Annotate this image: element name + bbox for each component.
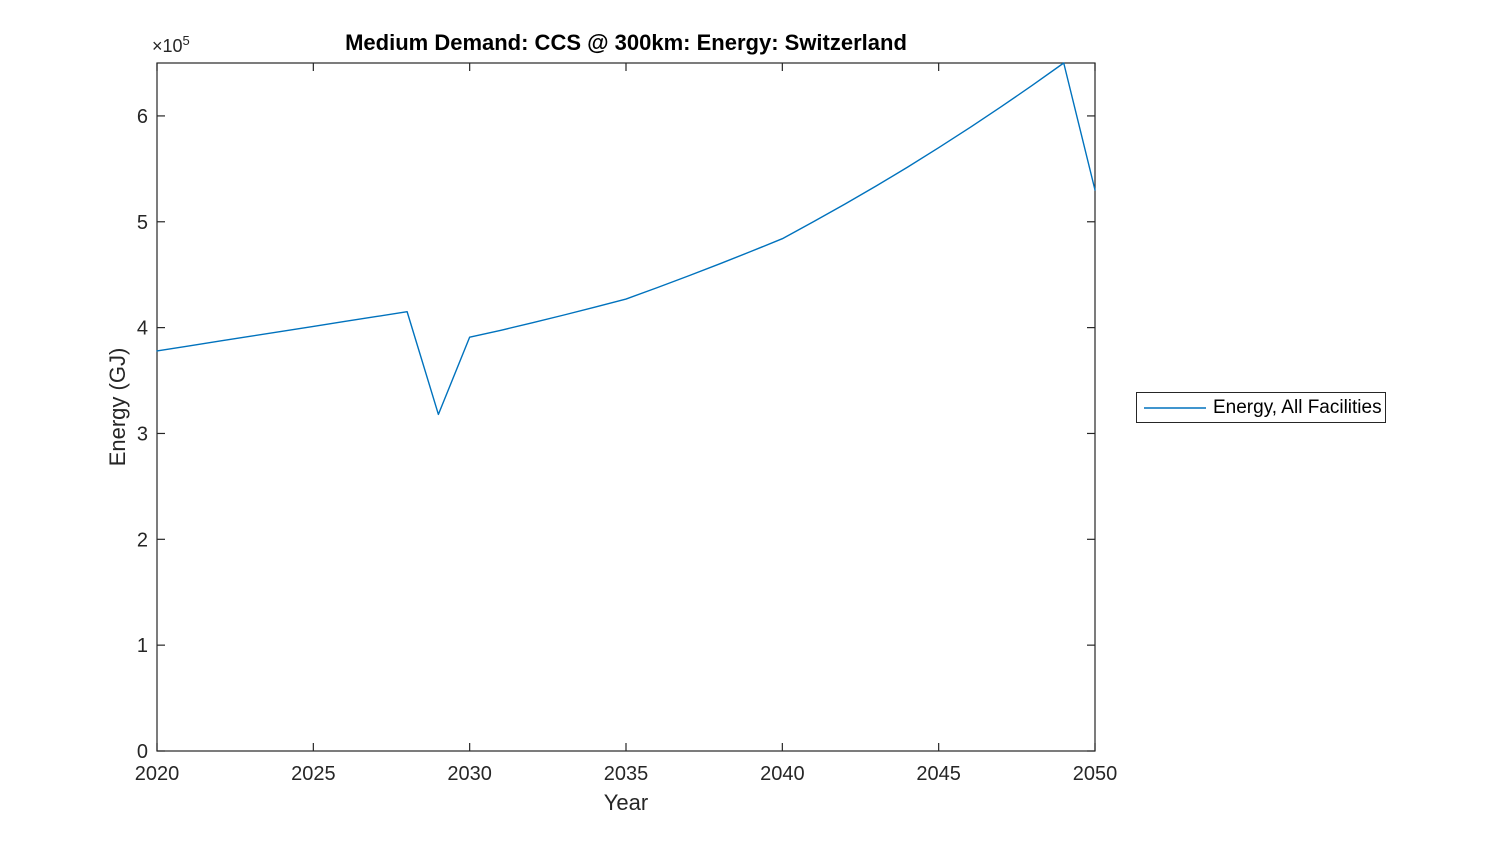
y-tick-label: 1 bbox=[137, 635, 148, 657]
y-tick-label: 4 bbox=[137, 318, 148, 340]
series-line bbox=[156, 62, 1096, 416]
y-exponent-power: 5 bbox=[182, 33, 190, 48]
x-tick-label: 2025 bbox=[291, 763, 336, 785]
legend-entry-label: Energy, All Facilities bbox=[1213, 396, 1382, 418]
x-tick-label: 2020 bbox=[135, 763, 180, 785]
x-axis-label: Year bbox=[603, 790, 649, 815]
legend-box: Energy, All Facilities bbox=[1136, 392, 1386, 423]
x-tick-label: 2045 bbox=[916, 763, 961, 785]
axes-frame bbox=[156, 62, 1096, 752]
y-tick-label: 6 bbox=[137, 106, 148, 128]
y-axis-exponent: ×105 bbox=[152, 33, 190, 57]
x-tick-label: 2050 bbox=[1073, 763, 1118, 785]
x-tick-label: 2040 bbox=[760, 763, 805, 785]
y-tick-label: 2 bbox=[137, 529, 148, 551]
y-tick-label: 0 bbox=[137, 741, 148, 763]
x-tick-label: 2030 bbox=[447, 763, 492, 785]
y-exponent-base: ×10 bbox=[152, 36, 183, 56]
legend-line-sample bbox=[1144, 406, 1206, 409]
x-tick-label: 2035 bbox=[604, 763, 649, 785]
chart-title: Medium Demand: CCS @ 300km: Energy: Swit… bbox=[345, 30, 907, 55]
y-tick-label: 5 bbox=[137, 212, 148, 234]
y-tick-label: 3 bbox=[137, 423, 148, 445]
